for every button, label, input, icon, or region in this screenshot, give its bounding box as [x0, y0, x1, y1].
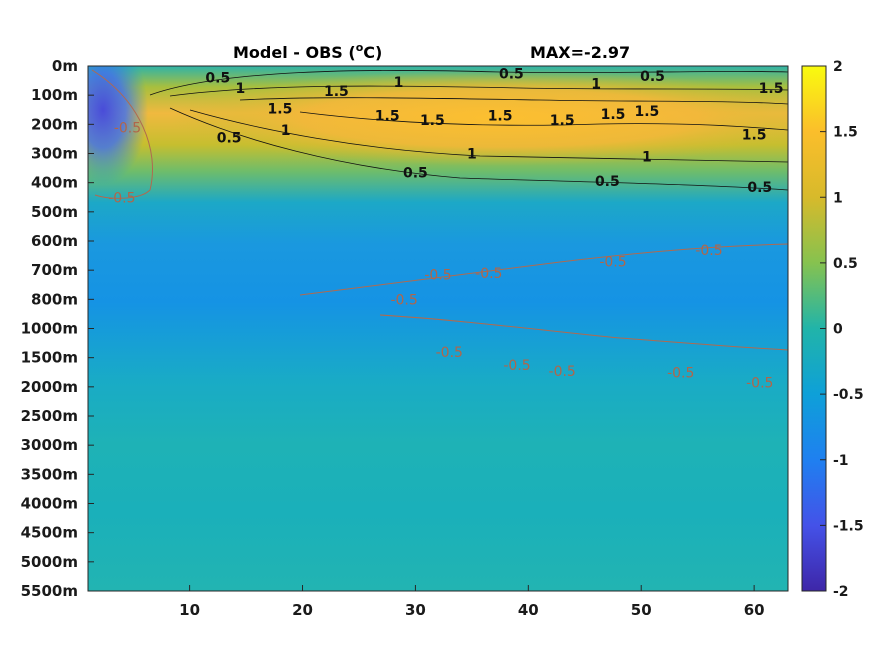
y-tick-label: 3500m [21, 465, 78, 483]
chart-title: Model - OBS (oC) [233, 41, 382, 62]
contour-label: -0.5 [390, 292, 417, 308]
y-tick-label: 1500m [21, 349, 78, 367]
contour-positive-1-upper [169, 85, 788, 97]
contour-label: 1 [236, 81, 246, 97]
y-tick-label: 800m [31, 290, 78, 308]
contour-positive-0.5-upper [149, 69, 788, 96]
colorbar-tick-label: -1 [833, 453, 849, 469]
y-tick-label: 100m [31, 86, 78, 104]
contour-label: 1.5 [488, 109, 513, 125]
x-tick-label: 50 [631, 601, 652, 619]
colorbar-tick-label: -1.5 [833, 518, 864, 534]
y-tick-label: 1000m [21, 320, 78, 338]
contour-label: -0.5 [599, 254, 626, 270]
contour-label: 1.5 [634, 104, 659, 120]
y-tick-label: 4500m [21, 524, 78, 542]
contour-negative-left [91, 69, 153, 199]
contour-label: -0.5 [475, 266, 502, 282]
x-tick-label: 20 [292, 601, 313, 619]
plot-area [88, 66, 788, 591]
contour-label: 0.5 [217, 130, 242, 146]
cold-anomaly-core [88, 66, 148, 185]
y-tick-label: 200m [31, 115, 78, 133]
contour-label: 1.5 [601, 107, 626, 123]
colorbar-tick-label: -2 [833, 584, 849, 600]
y-tick-label: 3000m [21, 436, 78, 454]
x-tick-label: 60 [744, 601, 765, 619]
y-tick-label: 2500m [21, 407, 78, 425]
y-tick-label: 600m [31, 232, 78, 250]
contour-positive-0.5-lower [169, 107, 788, 191]
contour-label: 0.5 [403, 165, 428, 181]
colorbar-tick-label: 2 [833, 59, 843, 75]
y-tick-label: 400m [31, 174, 78, 192]
contour-label: 0.5 [640, 69, 665, 85]
colorbar-tick-label: 0 [833, 322, 843, 338]
contour-label: 1 [642, 149, 652, 165]
contour-label: 0.5 [205, 71, 230, 87]
contour-label: 1.5 [550, 113, 575, 129]
colorbar-tick-label: 0.5 [833, 256, 858, 272]
colorbar-ticks: 2 1.5 1 0.5 0 -0.5 -1 -1.5 -2 [820, 59, 864, 600]
y-tick-label: 5000m [21, 553, 78, 571]
x-tick-label: 30 [405, 601, 426, 619]
contour-label: 1 [281, 123, 291, 139]
contour-label: -0.5 [424, 268, 451, 284]
contour-label: 1.5 [742, 128, 767, 144]
contour-label: 0.5 [499, 66, 524, 82]
y-tick-label: 700m [31, 261, 78, 279]
contour-negative-mid-lower [379, 314, 788, 351]
contour-label: -0.5 [549, 364, 576, 380]
y-axis: 0m 100m 200m 300m 400m 500m 600m 700m 800m 1000m 1… [21, 57, 94, 600]
max-annotation: MAX=-2.97 [530, 43, 630, 62]
y-tick-label: 0m [52, 57, 78, 75]
x-axis: 10 20 30 40 50 60 [179, 585, 765, 619]
y-tick-label: 500m [31, 203, 78, 221]
contour-label: 1.5 [324, 84, 349, 100]
contour-positive-1.5-lower [299, 111, 788, 131]
contour-label: 1 [394, 75, 404, 91]
contour-positive-1-lower [189, 109, 788, 163]
colorbar-tick-label: 1 [833, 190, 843, 206]
colorbar-tick-label: 1.5 [833, 125, 858, 141]
x-tick-label: 10 [179, 601, 200, 619]
contour-label: 1.5 [420, 113, 445, 129]
contour-label: 0.5 [595, 174, 620, 190]
contour-label: 1 [467, 147, 477, 163]
y-tick-label: 2000m [21, 378, 78, 396]
y-tick-label: 5500m [21, 582, 78, 600]
contour-label: 0.5 [747, 180, 772, 196]
y-tick-label: 300m [31, 145, 78, 163]
contour-label: -0.5 [746, 375, 773, 391]
x-tick-label: 40 [518, 601, 539, 619]
contour-label: -0.5 [503, 358, 530, 374]
contour-positive-1.5 [239, 97, 788, 105]
contour-label: 1.5 [375, 109, 400, 125]
contour-label: 1 [591, 77, 601, 93]
contour-labels: 0.51 1.510.51 0.51.51.5 1.5 1.5 1.5 1.5 1.5 1.51… [108, 66, 783, 391]
contour-label: 1.5 [759, 81, 784, 97]
contour-label: -0.5 [114, 120, 141, 136]
contour-negative-mid-upper [299, 243, 788, 296]
contour-label: -0.5 [667, 365, 694, 381]
contour-label: 1.5 [268, 101, 293, 117]
contour-label: -0.5 [108, 190, 135, 206]
y-tick-label: 4000m [21, 495, 78, 513]
warm-anomaly-core [170, 70, 788, 166]
contour-label: -0.5 [695, 243, 722, 259]
contour-label: -0.5 [436, 345, 463, 361]
colorbar-tick-label: -0.5 [833, 387, 864, 403]
